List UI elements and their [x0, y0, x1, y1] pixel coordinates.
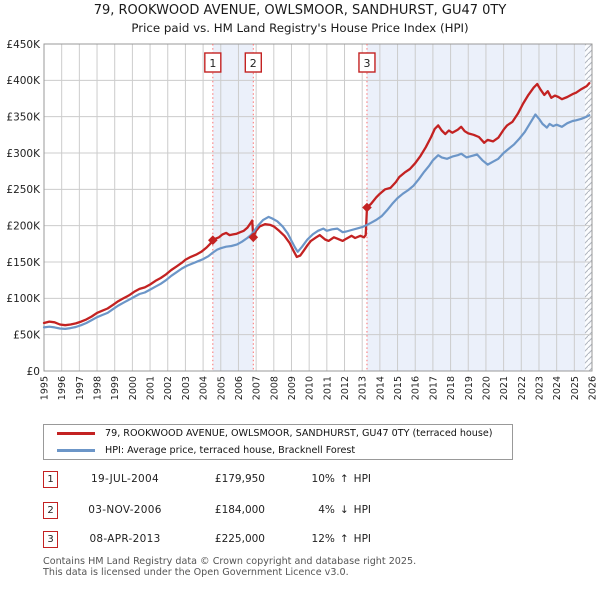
transaction-row: 1 19-JUL-2004 £179,950 10% ↑ HPI: [43, 471, 563, 489]
hpi-delta-ref: HPI: [353, 504, 371, 516]
x-tick-label: 2006: [234, 376, 245, 400]
x-tick-label: 2004: [199, 376, 210, 400]
hpi-delta-pct: 4%: [318, 504, 335, 516]
legend-item-hpi: HPI: Average price, terraced house, Brac…: [57, 443, 512, 458]
transaction-flag: 2: [43, 502, 58, 519]
x-tick-label: 2024: [552, 376, 563, 400]
y-tick-label: £150K: [6, 257, 41, 269]
transaction-flag: 1: [43, 471, 58, 488]
x-tick-label: 2020: [481, 376, 492, 400]
hpi-delta-ref: HPI: [353, 533, 371, 545]
up-arrow-icon: ↑: [339, 533, 349, 545]
y-tick-label: £400K: [6, 75, 41, 87]
x-tick-label: 2008: [269, 376, 280, 400]
transaction-price: £184,000: [214, 504, 265, 516]
license-line-2: This data is licensed under the Open Gov…: [43, 566, 349, 578]
price-chart: 1 2 3 £0 £50K £100K £150K £200K £250K £300K £350K £…: [6, 39, 598, 400]
transaction-hpi-delta: 10% ↑ HPI: [293, 473, 371, 485]
x-tick-label: 2011: [322, 376, 333, 400]
sale-flag-label-2: 2: [250, 57, 257, 70]
owned-period-band: [366, 44, 592, 371]
x-tick-label: 2002: [163, 376, 174, 400]
series-line-property: [42, 82, 591, 327]
transaction-flag: 3: [43, 531, 58, 548]
future-hatch-band: [584, 44, 592, 371]
sale-flag-label-1: 1: [209, 57, 216, 70]
sale-flag-box-3: [358, 52, 376, 73]
x-tick-label: 2001: [146, 376, 157, 400]
x-tick-label: 2014: [375, 376, 386, 400]
x-tick-label: 2005: [216, 376, 227, 400]
y-tick-label: £250K: [6, 184, 41, 196]
license-line-1: Contains HM Land Registry data © Crown c…: [43, 556, 417, 567]
y-tick-label: £0: [27, 366, 40, 378]
hpi-line-swatch: [57, 448, 95, 452]
legend-item-property: 79, ROOKWOOD AVENUE, OWLSMOOR, SANDHURST…: [57, 426, 512, 441]
x-tick-label: 2018: [446, 376, 457, 400]
down-arrow-icon: ↓: [339, 504, 349, 516]
up-arrow-icon: ↑: [339, 473, 349, 485]
transaction-price: £179,950: [214, 473, 265, 485]
x-tick-label: 2010: [305, 376, 316, 400]
x-tick-label: 2022: [517, 376, 528, 400]
y-tick-label: £300K: [6, 148, 41, 160]
sale-marker-2: [248, 232, 259, 243]
sale-flag-box-2: [244, 52, 263, 73]
x-tick-label: 1999: [110, 376, 121, 400]
x-tick-label: 2013: [358, 376, 369, 400]
y-tick-label: £350K: [6, 111, 41, 123]
sale-flag-label-3: 3: [363, 57, 370, 70]
transaction-date: 08-APR-2013: [89, 533, 161, 545]
x-tick-label: 1997: [75, 376, 86, 400]
x-tick-label: 2016: [411, 376, 422, 400]
sale-flag-box-1: [204, 52, 222, 73]
license-note: Contains HM Land Registry data © Crown c…: [43, 556, 417, 578]
transaction-price: £225,000: [214, 533, 265, 545]
transaction-date: 19-JUL-2004: [91, 473, 159, 485]
x-tick-label: 2015: [393, 376, 404, 400]
x-tick-label: 2000: [128, 376, 139, 400]
legend-label-property: 79, ROOKWOOD AVENUE, OWLSMOOR, SANDHURST…: [105, 428, 493, 440]
x-tick-label: 1996: [57, 376, 68, 400]
x-tick-label: 2021: [499, 376, 510, 400]
chart-title: 79, ROOKWOOD AVENUE, OWLSMOOR, SANDHURST…: [93, 3, 507, 18]
transaction-row: 3 08-APR-2013 £225,000 12% ↑ HPI: [43, 531, 563, 549]
hpi-delta-pct: 10%: [311, 473, 335, 485]
x-tick-label: 2017: [428, 376, 439, 400]
y-tick-label: £100K: [6, 293, 41, 305]
x-tick-label: 2007: [252, 376, 263, 400]
hpi-delta-pct: 12%: [311, 533, 335, 545]
legend-label-hpi: HPI: Average price, terraced house, Brac…: [105, 444, 356, 456]
x-tick-label: 2003: [181, 376, 192, 400]
x-tick-label: 1995: [40, 376, 51, 400]
x-tick-label: 2023: [534, 376, 545, 400]
x-tick-label: 2019: [464, 376, 475, 400]
chart-layers: 1 2 3 £0 £50K £100K £150K £200K £250K £300K £350K £…: [6, 39, 598, 400]
x-tick-label: 2026: [588, 376, 599, 400]
plot-border: [43, 43, 593, 372]
transaction-row: 2 03-NOV-2006 £184,000 4% ↓ HPI: [43, 502, 563, 520]
chart-legend: 79, ROOKWOOD AVENUE, OWLSMOOR, SANDHURST…: [43, 424, 513, 460]
transaction-date: 03-NOV-2006: [88, 504, 162, 516]
sale-marker-1: [208, 235, 218, 246]
x-tick-label: 2009: [287, 376, 298, 400]
x-tick-label: 1998: [93, 376, 104, 400]
y-tick-label: £450K: [6, 39, 41, 51]
transaction-hpi-delta: 4% ↓ HPI: [293, 504, 371, 516]
x-tick-label: 2012: [340, 376, 351, 400]
x-tick-label: 2025: [570, 376, 581, 400]
y-tick-label: £200K: [6, 220, 41, 232]
transaction-hpi-delta: 12% ↑ HPI: [293, 533, 371, 545]
owned-period-band: [212, 44, 254, 371]
series-line-hpi: [42, 113, 591, 330]
y-tick-label: £50K: [13, 329, 41, 341]
chart-subtitle: Price paid vs. HM Land Registry's House …: [131, 21, 469, 35]
sale-marker-3: [362, 202, 372, 213]
property-line-swatch: [57, 432, 95, 436]
hpi-delta-ref: HPI: [353, 473, 371, 485]
